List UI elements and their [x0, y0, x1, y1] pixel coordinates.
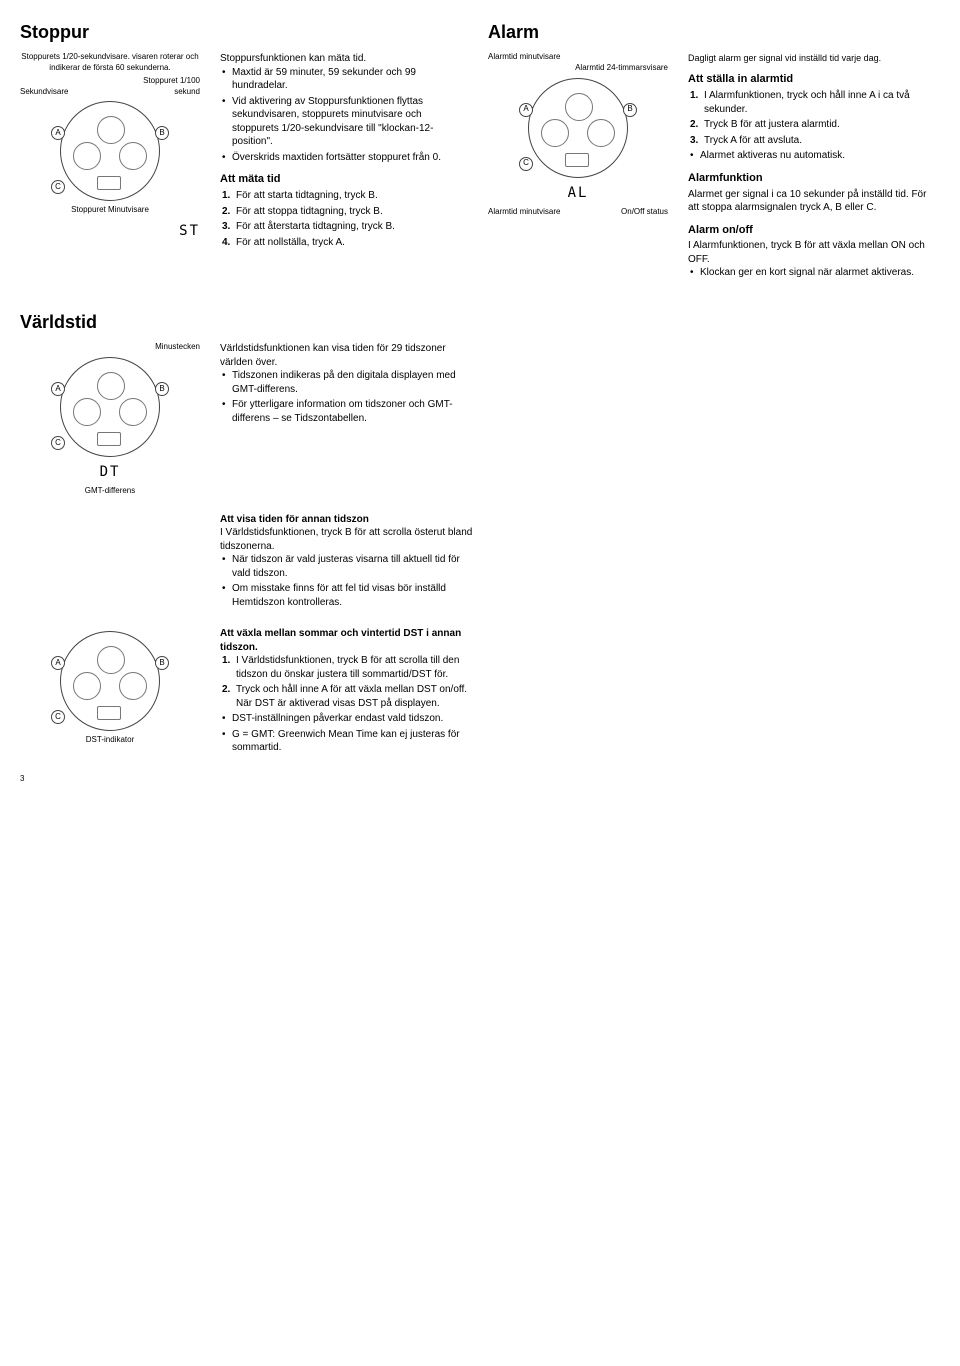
alarm-label-bl: Alarmtid minutvisare	[488, 207, 560, 218]
mata-title: Att mäta tid	[220, 172, 462, 187]
dst-text-col: Att växla mellan sommar och vintertid DS…	[220, 627, 475, 757]
alarm-set-bullet: Alarmet aktiveras nu automatisk.	[688, 149, 930, 163]
button-c-icon: C	[51, 710, 65, 724]
visa-title: Att visa tiden för annan tidszon	[220, 513, 475, 527]
varldstid-bullet: Tidszonen indikeras på den digitala disp…	[220, 369, 475, 396]
visa-bullet: När tidszon är vald justeras visarna til…	[220, 553, 475, 580]
varldstid-seg: DT	[20, 463, 200, 482]
button-a-icon: A	[51, 656, 65, 670]
stoppur-bullet: Överskrids maxtiden fortsätter stoppuret…	[220, 151, 462, 165]
button-a-icon: A	[51, 382, 65, 396]
varldstid-section: Världstid Minustecken A B C DT GMT-diffe…	[20, 310, 475, 757]
button-b-icon: B	[155, 656, 169, 670]
alarm-onoff-bullets: Klockan ger en kort signal när alarmet a…	[688, 266, 930, 280]
varldstid-bullets: Tidszonen indikeras på den digitala disp…	[220, 369, 475, 425]
alarm-set-step: 1.I Alarmfunktionen, tryck och håll inne…	[688, 89, 930, 116]
mata-step: 4.För att nollställa, tryck A.	[220, 236, 462, 250]
alarm-diagram-col: Alarmtid minutvisare Alarmtid 24-timmars…	[488, 52, 668, 219]
alarm-row: Alarmtid minutvisare Alarmtid 24-timmars…	[488, 52, 930, 282]
stoppur-diagram-col: Stoppurets 1/20-sekundvisare. visaren ro…	[20, 52, 200, 241]
dst-bullets: DST-inställningen påverkar endast vald t…	[220, 712, 475, 755]
alarm-seg: AL	[488, 184, 668, 203]
alarm-label-top: Alarmtid minutvisare	[488, 52, 668, 63]
button-c-icon: C	[51, 436, 65, 450]
mata-step: 2.För att stoppa tidtagning, tryck B.	[220, 205, 462, 219]
alarm-note: Dagligt alarm ger signal vid inställd ti…	[688, 52, 930, 64]
alarm-label-br: On/Off status	[621, 207, 668, 218]
stoppur-label-right: Stoppuret 1/100 sekund	[130, 76, 200, 98]
varldstid-bullet: För ytterligare information om tidszoner…	[220, 398, 475, 425]
mata-step: 3.För att återstarta tidtagning, tryck B…	[220, 220, 462, 234]
varldstid-label-right: Minustecken	[20, 342, 200, 353]
button-a-icon: A	[51, 126, 65, 140]
stoppur-bullet: Vid aktivering av Stoppursfunktionen fly…	[220, 95, 462, 149]
alarm-onoff-text: I Alarmfunktionen, tryck B för att växla…	[688, 239, 930, 266]
visa-bullet: Om misstake finns för att fel tid visas …	[220, 582, 475, 609]
alarm-onoff-bullet: Klockan ger en kort signal när alarmet a…	[688, 266, 930, 280]
alarm-text-col: Dagligt alarm ger signal vid inställd ti…	[688, 52, 930, 282]
dst-step: 2.Tryck och håll inne A för att växla me…	[220, 683, 475, 710]
dst-step: 1.I Världstidsfunktionen, tryck B för at…	[220, 654, 475, 681]
page-number: 3	[20, 774, 24, 785]
visa-intro: I Världstidsfunktionen, tryck B för att …	[220, 526, 475, 553]
varldstid-title: Världstid	[20, 310, 475, 334]
varldstid-row1: Minustecken A B C DT GMT-differens Värld…	[20, 342, 475, 496]
watch-diagram-dst: A B C	[60, 631, 160, 731]
alarm-set-step: 3.Tryck A för att avsluta.	[688, 134, 930, 148]
varldstid-diagram-col: Minustecken A B C DT GMT-differens	[20, 342, 200, 496]
button-c-icon: C	[51, 180, 65, 194]
dst-diagram-col: A B C DST-indikator	[20, 627, 200, 746]
varldstid-text-col: Världstidsfunktionen kan visa tiden för …	[220, 342, 475, 427]
stoppur-bullets: Maxtid är 59 minuter, 59 sekunder och 99…	[220, 66, 462, 165]
stoppur-intro: Stoppursfunktionen kan mäta tid.	[220, 52, 462, 66]
stoppur-bullet: Maxtid är 59 minuter, 59 sekunder och 99…	[220, 66, 462, 93]
stoppur-title: Stoppur	[20, 20, 462, 44]
button-b-icon: B	[155, 382, 169, 396]
top-columns: Stoppur Stoppurets 1/20-sekundvisare. vi…	[20, 20, 930, 282]
button-b-icon: B	[155, 126, 169, 140]
stoppur-label-left: Sekundvisare	[20, 87, 68, 98]
alarm-set-bullets: Alarmet aktiveras nu automatisk.	[688, 149, 930, 163]
alarm-set-steps: 1.I Alarmfunktionen, tryck och håll inne…	[688, 89, 930, 147]
stoppur-label-bottom: Stoppuret Minutvisare	[20, 205, 200, 216]
stoppur-label-row: Sekundvisare Stoppuret 1/100 sekund	[20, 76, 200, 98]
alarm-set-step: 2.Tryck B för att justera alarmtid.	[688, 118, 930, 132]
watch-diagram-stoppur: A B C	[60, 101, 160, 201]
varldstid-label-bottom: GMT-differens	[20, 486, 200, 497]
varldstid-row3: A B C DST-indikator Att växla mellan som…	[20, 627, 475, 757]
watch-diagram-varldstid: A B C	[60, 357, 160, 457]
visa-bullets: När tidszon är vald justeras visarna til…	[220, 553, 475, 609]
alarm-title: Alarm	[488, 20, 930, 44]
varldstid-visa-col: Att visa tiden för annan tidszon I Värld…	[220, 513, 475, 612]
dst-bullet: DST-inställningen påverkar endast vald t…	[220, 712, 475, 726]
mata-step: 1.För att starta tidtagning, tryck B.	[220, 189, 462, 203]
stoppur-section: Stoppur Stoppurets 1/20-sekundvisare. vi…	[20, 20, 462, 282]
dst-title: Att växla mellan sommar och vintertid DS…	[220, 627, 475, 654]
watch-diagram-alarm: A B C	[528, 78, 628, 178]
stoppur-row: Stoppurets 1/20-sekundvisare. visaren ro…	[20, 52, 462, 251]
alarm-bottom-labels: Alarmtid minutvisare On/Off status	[488, 207, 668, 218]
dst-steps: 1.I Världstidsfunktionen, tryck B för at…	[220, 654, 475, 710]
stoppur-seg: ST	[20, 222, 200, 241]
alarm-func-text: Alarmet ger signal i ca 10 sekunder på i…	[688, 188, 930, 215]
button-b-icon: B	[623, 103, 637, 117]
manual-page: Stoppur Stoppurets 1/20-sekundvisare. vi…	[20, 20, 930, 757]
alarm-func-title: Alarmfunktion	[688, 171, 930, 186]
alarm-onoff-title: Alarm on/off	[688, 223, 930, 238]
stoppur-label-topleft: Stoppurets 1/20-sekundvisare. visaren ro…	[20, 52, 200, 74]
mata-steps: 1.För att starta tidtagning, tryck B. 2.…	[220, 189, 462, 249]
alarm-set-title: Att ställa in alarmtid	[688, 72, 930, 87]
button-a-icon: A	[519, 103, 533, 117]
dst-bullet: G = GMT: Greenwich Mean Time kan ej just…	[220, 728, 475, 755]
varldstid-row2: Att visa tiden för annan tidszon I Värld…	[20, 513, 475, 612]
varldstid-intro: Världstidsfunktionen kan visa tiden för …	[220, 342, 475, 369]
dst-diagram-label: DST-indikator	[20, 735, 200, 746]
stoppur-text-col: Stoppursfunktionen kan mäta tid. Maxtid …	[220, 52, 462, 251]
alarm-label-right: Alarmtid 24-timmarsvisare	[488, 63, 668, 74]
button-c-icon: C	[519, 157, 533, 171]
alarm-section: Alarm Alarmtid minutvisare Alarmtid 24-t…	[488, 20, 930, 282]
